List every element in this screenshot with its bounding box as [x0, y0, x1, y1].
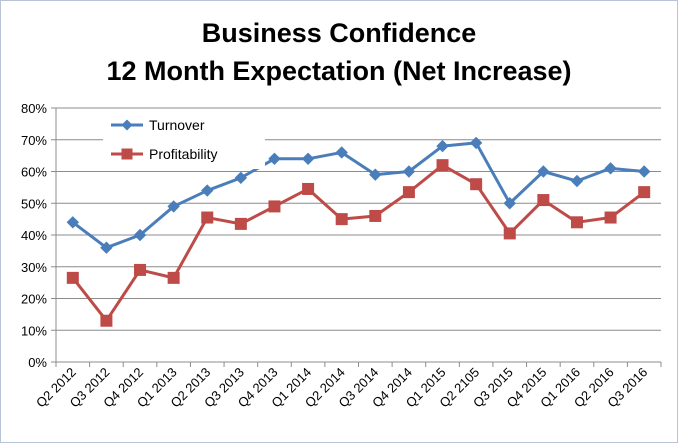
turnover-point	[66, 216, 80, 229]
profitability-line	[71, 163, 646, 323]
turnover-point	[301, 152, 315, 166]
profitability-point	[66, 271, 79, 284]
profitability-point	[436, 159, 449, 172]
turnover-point	[503, 197, 516, 210]
turnover-point	[537, 165, 550, 178]
turnover-point	[469, 136, 483, 150]
turnover-point	[268, 152, 281, 166]
y-tick-label: 10%	[21, 323, 47, 338]
turnover-point	[369, 168, 382, 181]
turnover-point	[570, 174, 584, 188]
turnover-point	[604, 162, 617, 175]
y-tick-label: 30%	[21, 260, 47, 275]
turnover-point	[167, 200, 180, 213]
profitability-point	[134, 263, 147, 276]
chart-title: Business Confidence	[201, 18, 477, 48]
profitability-point	[470, 178, 483, 191]
turnover-point	[436, 139, 449, 153]
profitability-point	[369, 209, 382, 222]
profitability-point	[537, 194, 550, 207]
profitability-point	[402, 186, 415, 199]
profitability-point	[570, 216, 583, 229]
profitability-point	[638, 186, 651, 199]
turnover-point	[402, 165, 416, 178]
profitability-point	[335, 213, 348, 226]
profitability-point	[503, 227, 516, 240]
y-tick-label: 20%	[21, 292, 47, 307]
profitability-point	[100, 314, 113, 327]
y-tick-label: 80%	[21, 101, 47, 116]
turnover-line	[71, 141, 645, 250]
profitability-point	[201, 211, 214, 224]
legend-profitability-label: Profitability	[149, 146, 217, 162]
y-tick-label: 50%	[21, 196, 47, 211]
profitability-point	[302, 182, 315, 195]
turnover-point	[201, 184, 214, 197]
profitability-point	[604, 211, 617, 224]
legend-turnover-marker	[121, 119, 133, 131]
profitability-point	[268, 200, 281, 213]
legend-profitability-marker	[121, 148, 133, 160]
turnover-point	[637, 165, 651, 178]
y-tick-label: 70%	[21, 133, 47, 148]
turnover-point	[133, 228, 147, 242]
y-tick-label: 40%	[21, 228, 47, 243]
turnover-point	[100, 241, 113, 254]
turnover-point	[335, 146, 348, 159]
turnover-point	[234, 171, 248, 185]
y-tick-label: 60%	[21, 165, 47, 180]
profitability-point	[167, 271, 180, 284]
chart-subtitle: 12 Month Expectation (Net Increase)	[106, 56, 572, 86]
y-tick-label: 0%	[28, 355, 47, 370]
legend-turnover-label: Turnover	[149, 117, 205, 133]
profitability-point	[234, 217, 247, 230]
